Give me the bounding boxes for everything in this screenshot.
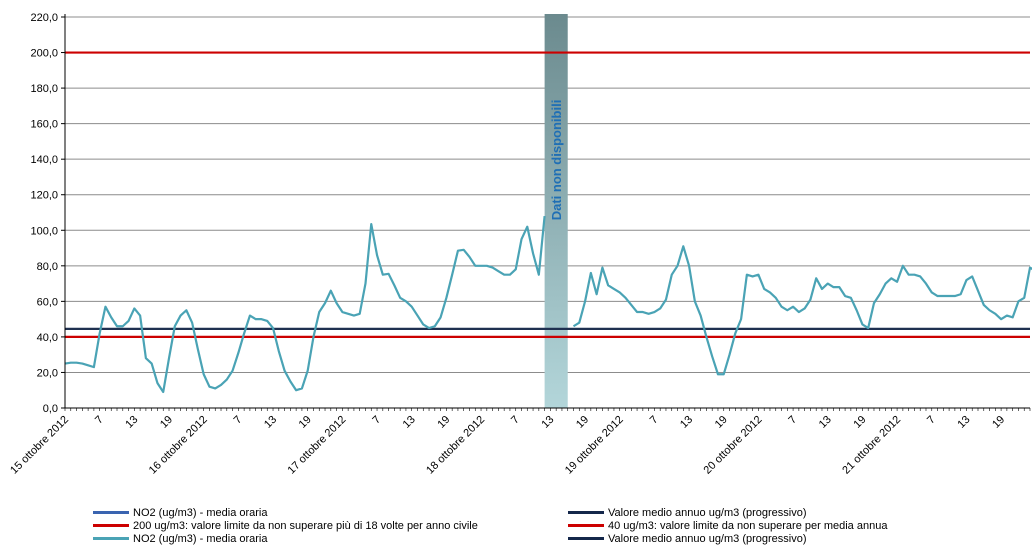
y-tick-label: 160,0: [30, 119, 58, 131]
x-tick-label: 13: [678, 414, 695, 431]
x-tick-label: 19: [990, 414, 1007, 431]
legend-swatch: [568, 523, 604, 527]
legend-label: 40 ug/m3: valore limite da non superare …: [608, 520, 888, 532]
reference-lines: [65, 51, 1030, 339]
y-tick-label: 100,0: [30, 225, 58, 237]
x-tick-label: 19: [851, 414, 868, 431]
legend-item-left-1: 200 ug/m3: valore limite da non superare…: [93, 520, 478, 532]
x-tick-label: 7: [232, 414, 245, 427]
y-tick-labels: 0,0 20,0 40,0 60,0 80,0 100,0 120,0 140,0 160,0 1…: [30, 12, 58, 415]
legend-item-right-0: Valore medio annuo ug/m3 (progressivo): [568, 507, 807, 519]
x-tick-label: 15 ottobre 2012: [8, 414, 71, 477]
x-tick-label: 19: [574, 414, 591, 431]
x-tick-label: 19: [713, 414, 730, 431]
legend-item-right-1: 40 ug/m3: valore limite da non superare …: [568, 520, 887, 532]
x-tick-label: 19 ottobre 2012: [563, 414, 626, 477]
legend-label: NO2 (ug/m3) - media oraria: [133, 507, 268, 519]
x-tick-label: 17 ottobre 2012: [285, 414, 348, 477]
x-tick-label: 13: [262, 414, 279, 431]
series-line: [64, 215, 1032, 394]
x-tick-label: 20 ottobre 2012: [702, 414, 765, 477]
x-tick-label: 13: [817, 414, 834, 431]
x-tick-label: 7: [370, 414, 383, 427]
x-tick-label: 7: [786, 414, 799, 427]
legend-swatch: [568, 536, 604, 540]
legend-swatch: [93, 523, 129, 527]
y-tick-label: 140,0: [30, 154, 58, 166]
axes: [61, 14, 1031, 411]
series-layer: [64, 215, 1032, 394]
y-tick-label: 20,0: [37, 367, 58, 379]
legend-label: Valore medio annuo ug/m3 (progressivo): [608, 507, 807, 519]
x-tick-label: 13: [401, 414, 418, 431]
y-tick-label: 60,0: [37, 296, 58, 308]
y-tick-label: 200,0: [30, 48, 58, 60]
x-tick-label: 7: [93, 414, 106, 427]
y-tick-label: 180,0: [30, 83, 58, 95]
x-tick-label: 7: [925, 414, 938, 427]
x-tick-label: 18 ottobre 2012: [424, 414, 487, 477]
x-tick-label: 19: [435, 414, 452, 431]
y-tick-label: 40,0: [37, 332, 58, 344]
y-tick-label: 80,0: [37, 261, 58, 273]
legend-item-left-2: NO2 (ug/m3) - media oraria: [93, 533, 268, 545]
y-tick-label: 0,0: [43, 403, 58, 415]
legend-swatch: [568, 510, 604, 514]
legend-label: 200 ug/m3: valore limite da non superare…: [133, 520, 478, 532]
legend-item-right-2: Valore medio annuo ug/m3 (progressivo): [568, 533, 807, 545]
no2-line-chart: Dati non disponibili 0,0 20,0 40,0 60,0 80,0…: [8, 12, 1032, 477]
legend-swatch: [93, 536, 129, 540]
gap-annotation: Dati non disponibili: [544, 14, 568, 408]
x-tick-label: 13: [123, 414, 140, 431]
y-tick-label: 120,0: [30, 190, 58, 202]
x-tick-label: 16 ottobre 2012: [147, 414, 210, 477]
x-tick-label: 7: [509, 414, 522, 427]
legend-label: NO2 (ug/m3) - media oraria: [133, 533, 268, 545]
legend-item-left-0: NO2 (ug/m3) - media oraria: [93, 507, 268, 519]
x-tick-label: 19: [297, 414, 314, 431]
x-tick-label: 7: [648, 414, 661, 427]
x-tick-label: 19: [158, 414, 175, 431]
y-tick-label: 220,0: [30, 12, 58, 24]
x-tick-label: 13: [539, 414, 556, 431]
gap-band: [544, 14, 568, 408]
legend-swatch: [93, 510, 129, 514]
x-tick-label: 13: [955, 414, 972, 431]
legend: NO2 (ug/m3) - media oraria 200 ug/m3: va…: [0, 505, 1032, 546]
legend-label: Valore medio annuo ug/m3 (progressivo): [608, 533, 807, 545]
gap-annotation-label: Dati non disponibili: [549, 100, 564, 221]
x-tick-label: 21 ottobre 2012: [840, 414, 903, 477]
